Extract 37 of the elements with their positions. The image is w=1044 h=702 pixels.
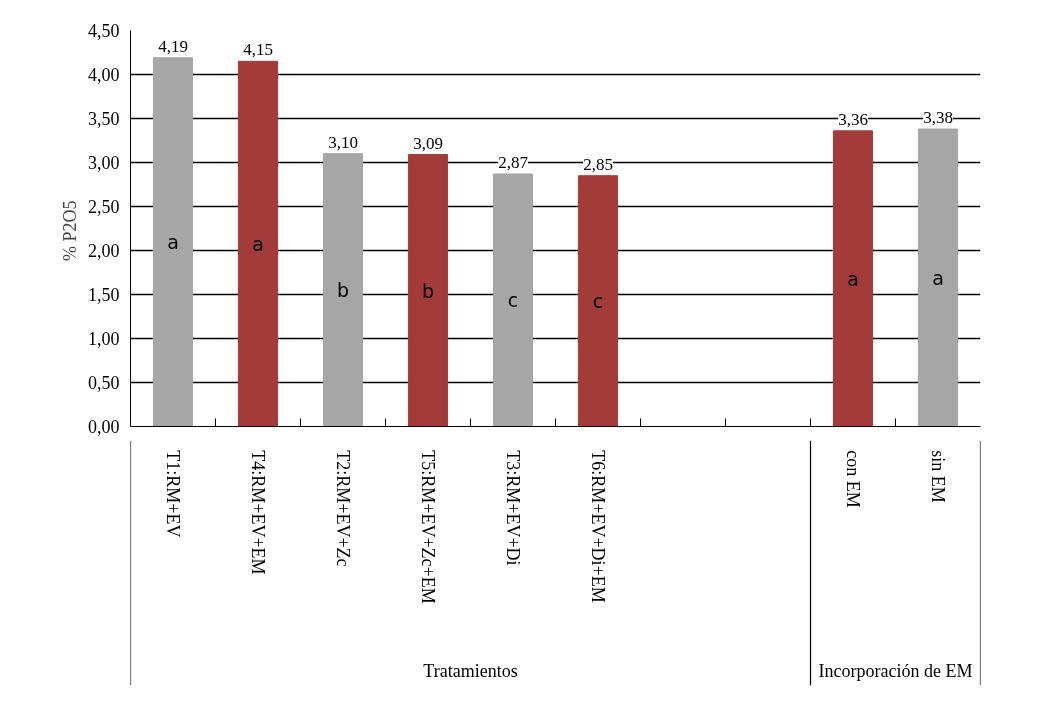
y-tick-label: 1,50 — [88, 285, 120, 305]
y-tick-label: 3,00 — [88, 153, 120, 173]
y-tick-label: 0,00 — [88, 417, 120, 437]
data-label: 4,19 — [158, 36, 188, 56]
x-tick-label: T1:RM+EV — [163, 450, 183, 538]
x-tick-label: T5:RM+EV+Zc+EM — [418, 450, 438, 604]
x-tick-label: T2:RM+EV+Zc — [333, 450, 353, 567]
x-tick-label: T6:RM+EV+Di+EM — [588, 450, 608, 603]
y-tick-label: 3,50 — [88, 109, 120, 129]
text: Incorporación de EM — [818, 660, 973, 681]
annotation: a — [847, 267, 859, 290]
y-tick-label: 2,00 — [88, 241, 120, 261]
data-label: 2,87 — [498, 152, 529, 172]
annotation: c — [507, 289, 519, 312]
y-axis-title: % P2O5 — [60, 200, 80, 261]
y-tick-label: 4,00 — [88, 65, 120, 85]
text: Tratamientos — [423, 660, 518, 681]
annotation: b — [336, 279, 350, 302]
annotation: a — [252, 232, 264, 255]
y-tick-label: 4,50 — [88, 21, 120, 41]
annotation: b — [421, 279, 435, 302]
y-tick-label: 0,50 — [88, 373, 120, 393]
data-label: 3,38 — [923, 108, 953, 128]
x-tick-label: sin EM — [928, 450, 948, 503]
x-tick-label: con EM — [843, 450, 863, 508]
annotation: a — [167, 231, 179, 254]
y-tick-label: 1,00 — [88, 329, 120, 349]
data-label: 3,36 — [838, 109, 868, 129]
data-label: 2,85 — [583, 154, 613, 174]
x-tick-label: T3:RM+EV+Di — [503, 450, 523, 566]
y-tick-label: 2,50 — [88, 197, 120, 217]
annotation: a — [932, 266, 944, 289]
data-label: 4,15 — [243, 40, 273, 60]
x-tick-label: T4:RM+EV+EM — [248, 450, 268, 575]
annotation: c — [592, 290, 604, 313]
data-label: 3,10 — [328, 132, 358, 152]
data-label: 3,09 — [413, 133, 443, 153]
